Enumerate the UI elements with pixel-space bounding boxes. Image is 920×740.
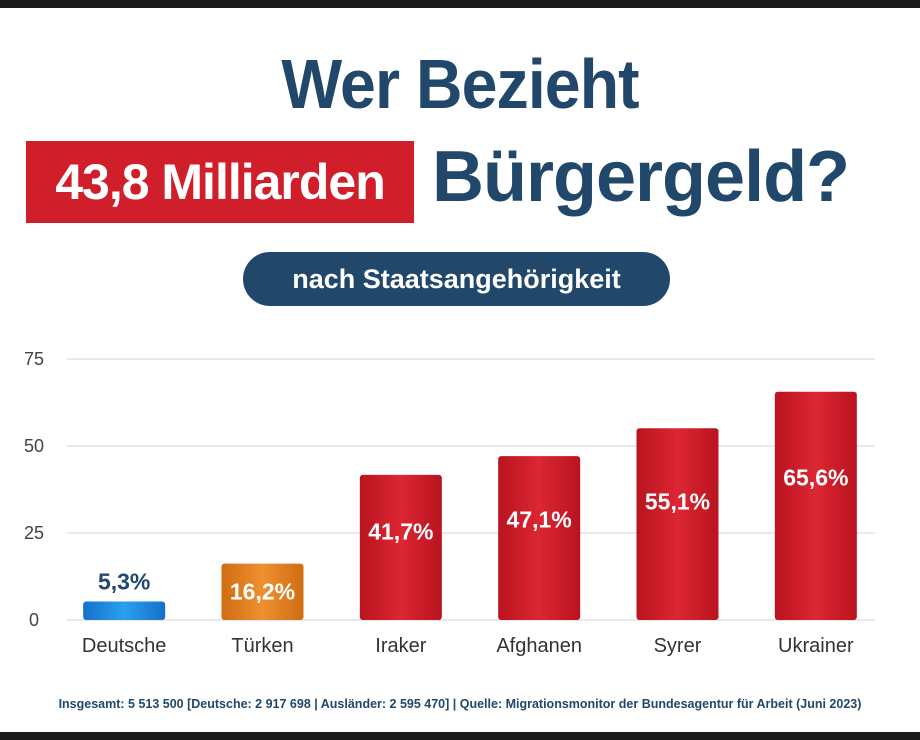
category-label-türken: Türken [231,635,293,657]
footnote-source: Insgesamt: 5 513 500 [Deutsche: 2 917 69… [58,697,862,711]
bar-iraker [359,474,442,620]
bars [83,391,857,620]
category-label-ukrainer: Ukrainer [778,635,854,657]
value-labels: 5,3% 16,2% 41,7% 47,1% 55,1% 65,6% [98,465,848,605]
bar-deutsche [83,601,166,620]
bar-afghanen [498,456,581,620]
y-tick-label: 50 [24,436,44,456]
y-tick-label: 75 [24,349,44,369]
value-label-afghanen: 47,1% [507,506,572,532]
title-line-2: Bürgergeld? [432,137,850,217]
value-label-syrer: 55,1% [645,488,710,514]
grid-lines [67,358,875,621]
subtitle-text: nach Staatsangehörigkeit [292,263,621,294]
category-label-afghanen: Afghanen [496,635,582,657]
amount-badge: 43,8 Milliarden [26,141,414,223]
category-label-syrer: Syrer [654,635,702,657]
amount-text: 43,8 Milliarden [55,154,386,210]
category-label-iraker: Iraker [375,635,426,657]
y-axis-ticks: 0 25 50 75 [24,349,44,630]
category-labels: Deutsche Türken Iraker Afghanen Syrer Ukraine… [82,635,854,657]
bar-ukrainer [774,391,857,620]
bar-türken [221,563,304,620]
value-label-ukrainer: 65,6% [783,465,848,491]
title-line-1: Wer Bezieht [281,45,639,123]
y-tick-label: 25 [24,523,44,543]
value-label-türken: 16,2% [230,579,295,605]
bar-syrer [636,428,719,620]
category-label-deutsche: Deutsche [82,635,167,657]
subtitle-pill: nach Staatsangehörigkeit [243,252,670,306]
y-tick-label: 0 [29,610,39,630]
value-label-iraker: 41,7% [368,519,433,545]
value-label-deutsche: 5,3% [98,569,150,595]
